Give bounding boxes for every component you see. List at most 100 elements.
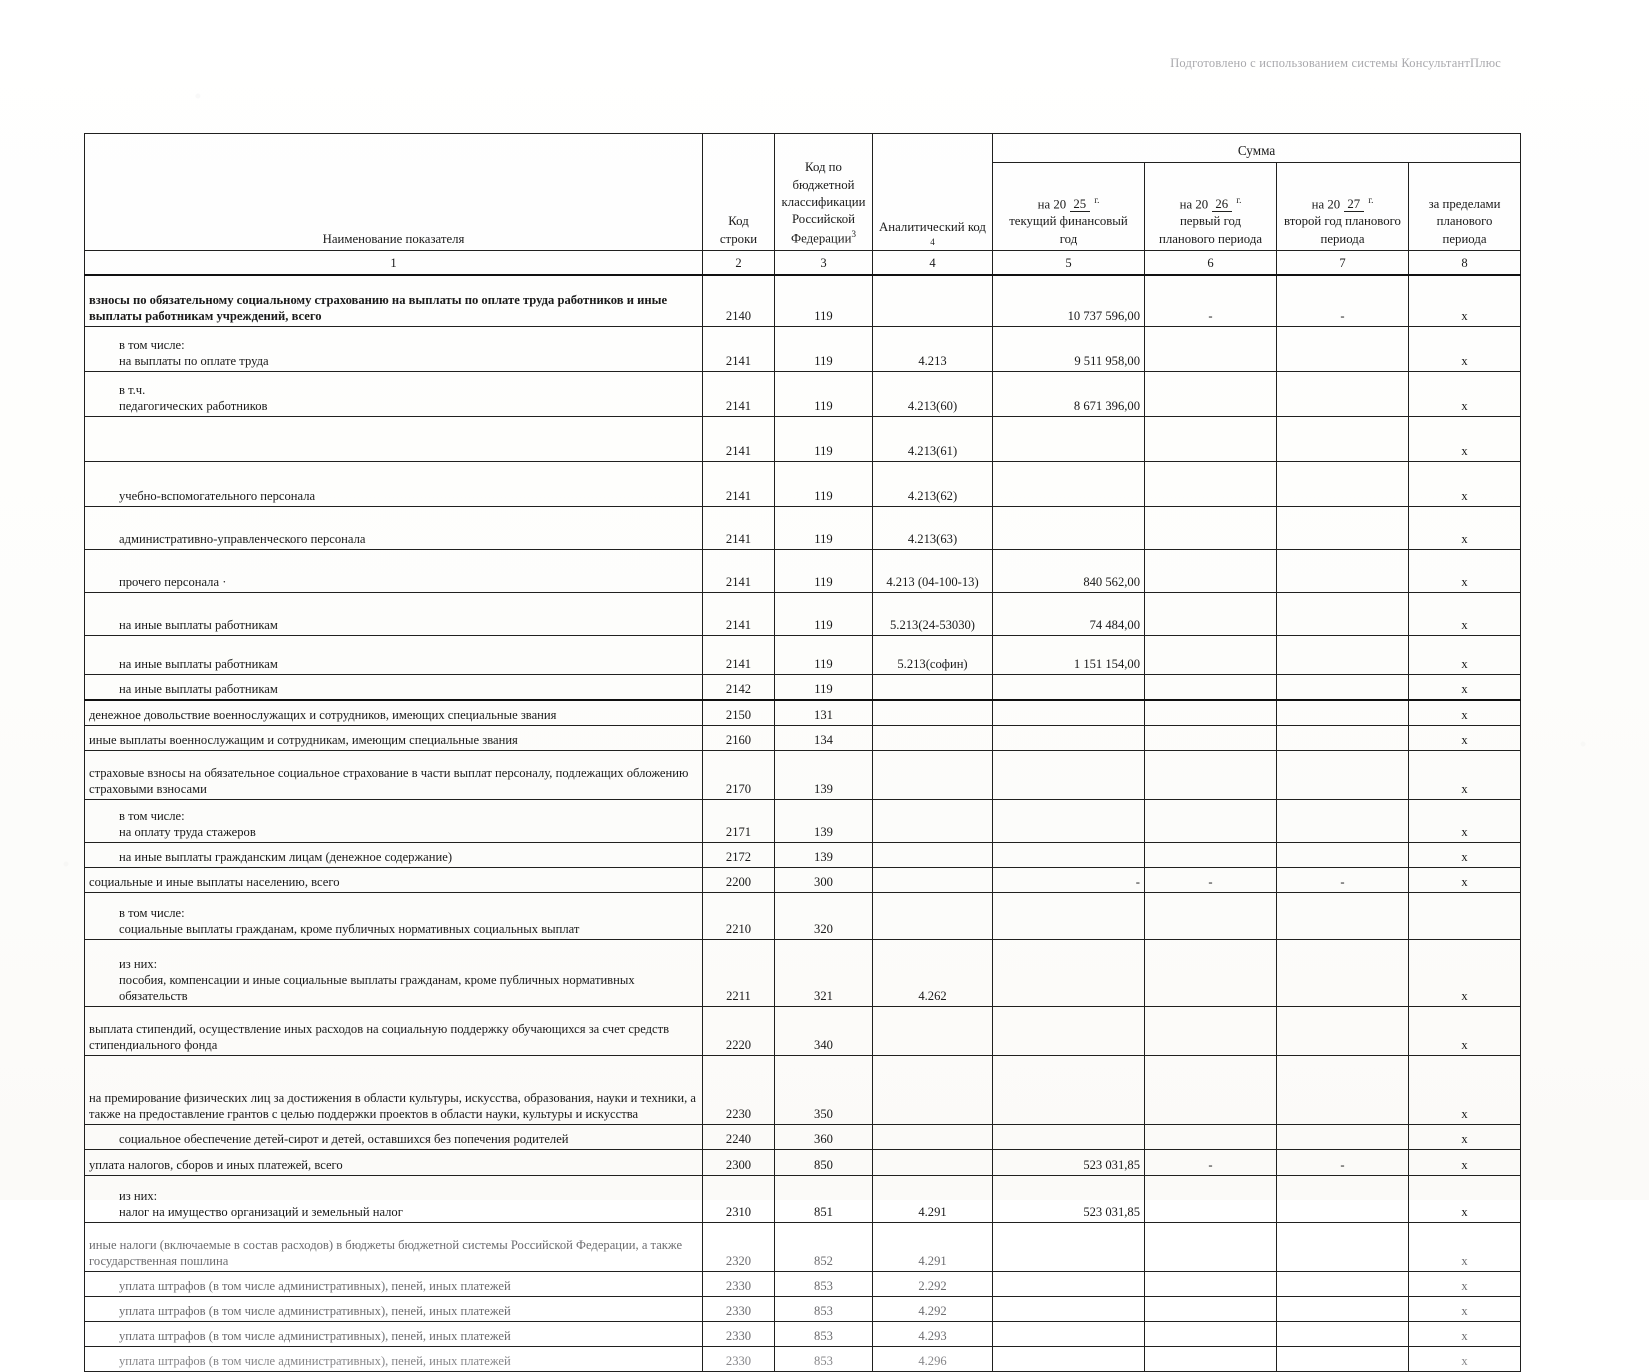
analytic-code-cell: 4.213(62) [872,461,993,507]
table-row: учебно-вспомогательного персонала 2141 119… [84,461,1522,507]
budget-table: Наименование показателя Код строки Код п… [84,133,1522,1372]
row-indicator-name: из них: налог на имущество организаций и … [84,1175,703,1223]
amount-second-planned-year-cell [1276,1222,1409,1272]
amount-beyond-period-cell: x [1407,1222,1522,1272]
analytic-code-cell [872,1149,993,1176]
row-label: уплата штрафов (в том числе администрати… [119,1353,511,1368]
amount-first-planned-year-cell: - [1144,1149,1277,1176]
kbk-code-cell: 851 [774,1175,873,1223]
row-label: на иные выплаты работникам [119,617,278,632]
row-indicator-name: уплата штрафов (в том числе администрати… [84,1321,703,1347]
amount-beyond-period-cell: x [1407,635,1522,675]
table-row: уплата штрафов (в том числе администрати… [84,1296,1522,1322]
kbk-code-cell: 853 [774,1346,873,1372]
kbk-code-cell: 139 [774,750,873,800]
row-indicator-name: учебно-вспомогательного персонала [84,461,703,507]
analytic-code-cell: 5.213(софин) [872,635,993,675]
analytic-code-cell [872,867,993,893]
table-row: 2141 119 4.213(61) x [84,416,1522,462]
analytic-code-cell: 4.262 [872,939,993,1007]
row-label: социальные и иные выплаты населению, все… [89,874,340,889]
kbk-code-cell: 119 [774,592,873,636]
analytic-code-cell [872,1124,993,1150]
kbk-code-cell: 852 [774,1222,873,1272]
header-beyond-line3: периода [1442,231,1487,246]
header-kbk-code: Код по бюджетной классификации Российско… [774,133,873,251]
kbk-code-cell: 119 [774,674,873,701]
row-code-cell: 2141 [702,461,775,507]
header-analytic-code: Аналитический код 4 [872,133,993,251]
amount-current-year-cell [992,674,1145,701]
row-prefix-label: в т.ч. [119,382,146,397]
amount-first-planned-year-cell [1144,799,1277,843]
row-indicator-name [84,416,703,462]
row-label: социальные выплаты гражданам, кроме публ… [119,921,580,936]
row-code-cell: 2210 [702,892,775,940]
row-code-cell: 2160 [702,725,775,751]
amount-current-year-cell: 9 511 958,00 [992,326,1145,372]
amount-first-planned-year-cell [1144,939,1277,1007]
row-indicator-name: уплата налогов, сборов и иных платежей, … [84,1149,703,1176]
kbk-code-cell: 119 [774,506,873,550]
row-code-cell: 2330 [702,1321,775,1347]
analytic-code-cell: 4.291 [872,1175,993,1223]
header-kbk-line1: Код по [805,160,842,175]
table-row: в том числе: на выплаты по оплате труда 21… [84,326,1522,372]
amount-second-planned-year-cell [1276,1055,1409,1125]
amount-second-planned-year-cell [1276,506,1409,550]
amount-beyond-period-cell: x [1407,674,1522,701]
header-row-code-line2: строки [719,231,758,246]
amount-current-year-cell [992,892,1145,940]
row-code-cell: 2310 [702,1175,775,1223]
amount-beyond-period-cell: x [1407,867,1522,893]
row-indicator-name: на иные выплаты работникам [84,635,703,675]
row-indicator-name: из них: пособия, компенсации и иные социа… [84,939,703,1007]
row-code-cell: 2200 [702,867,775,893]
kbk-code-cell: 360 [774,1124,873,1150]
header-year-first-line1: на 20 26 г. [1149,194,1272,214]
analytic-code-cell [872,699,993,726]
header-year-second-prefix: на 20 [1311,197,1341,212]
amount-first-planned-year-cell [1144,1321,1277,1347]
kbk-code-cell: 850 [774,1149,873,1176]
amount-current-year-cell [992,842,1145,868]
table-row: взносы по обязательному социальному стра… [84,274,1522,327]
header-year-second-line2: второй год планового [1284,214,1401,229]
table-row: социальные и иные выплаты населению, все… [84,867,1522,893]
row-code-cell: 2141 [702,549,775,593]
row-code-cell: 2141 [702,371,775,417]
header-kbk-line4: Российской [791,212,856,227]
row-code-cell: 2141 [702,592,775,636]
row-label: прочего персонала · [119,574,227,589]
header-kbk-line2: бюджетной [792,177,855,192]
row-code-cell: 2141 [702,635,775,675]
row-label: педагогических работников [119,398,268,413]
row-label: пособия, компенсации и иные социальные в… [119,972,635,1003]
row-indicator-name: в т.ч. педагогических работников [84,371,703,417]
amount-first-planned-year-cell [1144,1346,1277,1372]
row-indicator-name: социальные и иные выплаты населению, все… [84,867,703,893]
row-label: на выплаты по оплате труда [119,353,269,368]
column-number-7: 7 [1276,250,1409,276]
kbk-code-cell: 300 [774,867,873,893]
amount-beyond-period-cell: x [1407,725,1522,751]
row-label: на иные выплаты работникам [119,656,278,671]
row-label: уплата штрафов (в том числе администрати… [119,1278,511,1293]
amount-second-planned-year-cell [1276,635,1409,675]
kbk-code-cell: 119 [774,549,873,593]
amount-second-planned-year-cell [1276,699,1409,726]
amount-beyond-period-cell: x [1407,1346,1522,1372]
amount-first-planned-year-cell [1144,1222,1277,1272]
row-label: на иные выплаты гражданским лицам (денеж… [119,849,453,864]
row-label: денежное довольствие военнослужащих и со… [89,707,557,722]
amount-current-year-cell: 74 484,00 [992,592,1145,636]
header-row-code-line1: Код [728,214,749,229]
header-year-second-line3: периода [1320,231,1365,246]
amount-beyond-period-cell: x [1407,1175,1522,1223]
amount-second-planned-year-cell [1276,1175,1409,1223]
amount-second-planned-year-cell [1276,799,1409,843]
header-year-first-value: 26 [1212,197,1233,213]
amount-current-year-cell [992,461,1145,507]
amount-current-year-cell [992,939,1145,1007]
